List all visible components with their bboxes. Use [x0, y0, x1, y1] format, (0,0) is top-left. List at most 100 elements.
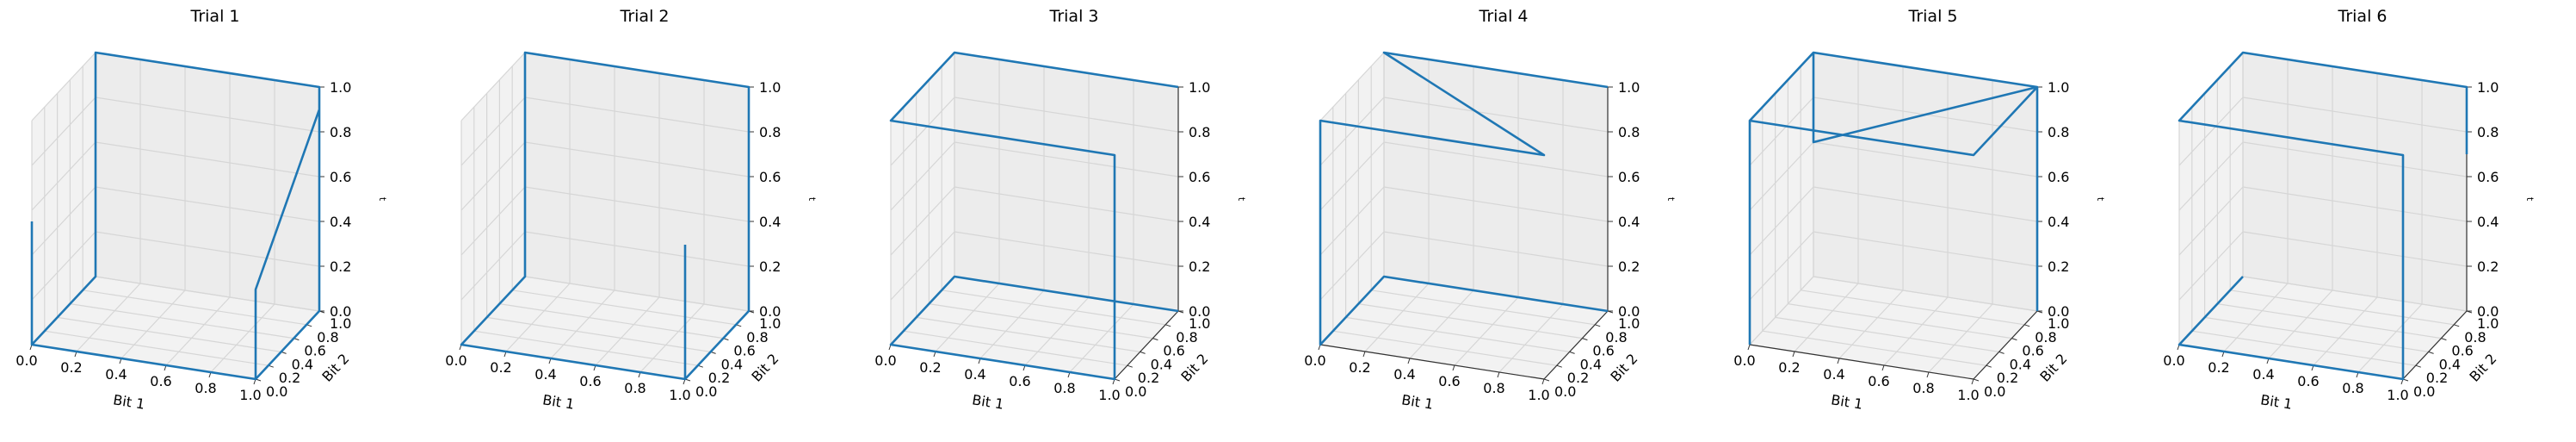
p5-z-tick-label-5: 1.0	[2048, 79, 2069, 96]
p3-grid-floor-x-3	[1024, 296, 1090, 366]
p5-floor-pane	[1750, 277, 2037, 379]
p4-left-pane	[1320, 53, 1384, 345]
p2-grid-back-z-1	[524, 231, 750, 267]
p6-x-tick-label-2: 0.4	[2252, 366, 2274, 383]
p3-grid-back-z-4	[954, 96, 1179, 133]
p2-grid-floor-y-2	[486, 316, 711, 352]
p6-y-tick-label-2: 0.4	[2439, 356, 2461, 372]
p6-x-tick-label-1: 0.2	[2208, 359, 2229, 376]
p2-y-tick-label-1: 0.2	[708, 370, 730, 386]
p4-grid-back-z-4	[1383, 96, 1609, 133]
p4-grid-floor-x-4	[1498, 303, 1564, 373]
p4-x-tick-label-4: 0.8	[1483, 380, 1504, 396]
p3-x-axis-label: Bit 1	[971, 391, 1004, 413]
p2-grid-left-z-3	[460, 141, 526, 211]
p4-x-axis-label: Bit 1	[1400, 391, 1434, 413]
p2-grid-floor-y-1	[473, 330, 698, 366]
p2-grid-left-z-1	[460, 231, 526, 301]
p6-z-tick-label-3: 0.6	[2477, 169, 2499, 185]
p2-x-tick-label-0: 0.0	[445, 352, 466, 369]
p3-trajectory-line	[889, 51, 1179, 381]
p4-x-tick-mark-2	[1407, 358, 1411, 364]
subplot-6: 0.0 0.2 0.4 0.6 0.8 1.0 0.00.20.40.60.81.00.00…	[2163, 7, 2536, 413]
p4-x-tick-mark-5	[1541, 378, 1545, 385]
p6-grid-floor-y-2	[2204, 316, 2429, 352]
p1-x-tick-label-4: 0.8	[195, 380, 216, 396]
p3-grid-back-z-3	[954, 141, 1179, 177]
p6-z-axis-label: t	[2524, 197, 2536, 202]
p1-grid-back-z-1	[95, 231, 320, 267]
p2-x-axis-label: Bit 1	[541, 391, 575, 413]
p1-trajectory-line	[30, 51, 321, 381]
p2-y-tick-label-2: 0.4	[721, 356, 743, 372]
p3-z-axis-label: t	[1236, 197, 1247, 202]
p6-x-tick-label-0: 0.0	[2163, 352, 2184, 369]
p4-grid-floor-x-3	[1454, 296, 1519, 366]
p2-left-pane	[461, 53, 525, 345]
p4-grid-left-z-1	[1319, 231, 1385, 301]
p2-y-tick-label-3: 0.6	[733, 343, 755, 359]
p5-grid-left-z-1	[1749, 231, 1814, 301]
p5-title: Trial 5	[1908, 7, 1958, 26]
p4-z-tick-label-2: 0.4	[1618, 214, 1640, 230]
p5-x-tick-label-0: 0.0	[1733, 352, 1755, 369]
p1-z-tick-label-3: 0.6	[330, 169, 351, 185]
p6-y-tick-label-5: 1.0	[2477, 315, 2499, 332]
p6-x-tick-label-5: 1.0	[2387, 387, 2408, 403]
p2-y-tick-label-4: 0.8	[746, 329, 768, 346]
p6-grid-back-z-4	[2242, 96, 2468, 133]
p3-y-axis-line	[1114, 310, 1179, 380]
p1-x-tick-label-3: 0.6	[150, 373, 171, 389]
p1-grid-left-z-2	[31, 186, 96, 256]
p2-grid-floor-y-5	[524, 276, 750, 312]
p3-grid-floor-y-2	[916, 316, 1140, 352]
p6-y-tick-label-3: 0.6	[2451, 343, 2473, 359]
p4-grid-back-z-2	[1383, 186, 1609, 222]
p4-x-tick-label-3: 0.6	[1438, 373, 1460, 389]
p5-grid-left-z-3	[1749, 141, 1814, 211]
p4-x-tick-label-0: 0.0	[1304, 352, 1325, 369]
p1-grid-floor-y-1	[44, 330, 269, 366]
p6-y-tick-mark-1	[2415, 364, 2421, 368]
p5-x-tick-label-3: 0.6	[1868, 373, 1889, 389]
p3-x-tick-label-1: 0.2	[919, 359, 941, 376]
p1-z-tick-label-1: 0.2	[330, 258, 351, 275]
p1-z-tick-label-0: 0.0	[330, 303, 351, 320]
p3-y-tick-mark-1	[1127, 364, 1133, 368]
p4-y-tick-mark-3	[1582, 338, 1588, 341]
p5-grid-floor-x-2	[1838, 289, 1904, 359]
p1-y-tick-label-4: 0.8	[317, 329, 338, 346]
p4-grid-left-z-2	[1319, 186, 1385, 256]
p1-y-tick-label-5: 1.0	[330, 315, 351, 332]
p1-grid-back-z-3	[95, 141, 320, 177]
p1-z-axis-label: t	[377, 197, 388, 202]
p5-x-axis-label: Bit 1	[1830, 391, 1863, 413]
p2-title: Trial 2	[620, 7, 670, 26]
p5-x-axis-line	[1749, 344, 1974, 380]
p3-grid-back-z-1	[954, 231, 1179, 267]
p4-z-tick-label-1: 0.2	[1618, 258, 1640, 275]
p5-y-tick-mark-0	[1973, 378, 1980, 382]
p2-grid-floor-x-2	[550, 289, 615, 359]
p5-left-pane	[1750, 53, 1813, 345]
p2-back-pane	[525, 53, 749, 311]
p2-x-tick-label-2: 0.4	[534, 366, 556, 383]
p1-z-tick-label-2: 0.4	[330, 214, 351, 230]
p5-grid-back-z-3	[1813, 141, 2038, 177]
p2-grid-floor-x-4	[639, 303, 705, 373]
p1-y-tick-label-1: 0.2	[279, 370, 300, 386]
p3-x-tick-label-0: 0.0	[874, 352, 896, 369]
p4-grid-left-z-4	[1319, 96, 1385, 166]
p5-grid-floor-y-5	[1813, 276, 2038, 312]
p2-z-tick-label-1: 0.2	[759, 258, 781, 275]
p6-z-tick-label-4: 0.8	[2477, 124, 2499, 140]
p5-y-tick-label-0: 0.0	[1984, 383, 2005, 400]
p2-grid-back-z-2	[524, 186, 750, 222]
p5-x-tick-label-4: 0.8	[1912, 380, 1934, 396]
p5-x-tick-mark-2	[1837, 358, 1840, 364]
p5-z-tick-label-4: 0.8	[2048, 124, 2069, 140]
p4-x-axis-line	[1319, 344, 1545, 380]
p4-y-tick-mark-1	[1556, 364, 1562, 368]
p6-y-tick-label-4: 0.8	[2464, 329, 2486, 346]
